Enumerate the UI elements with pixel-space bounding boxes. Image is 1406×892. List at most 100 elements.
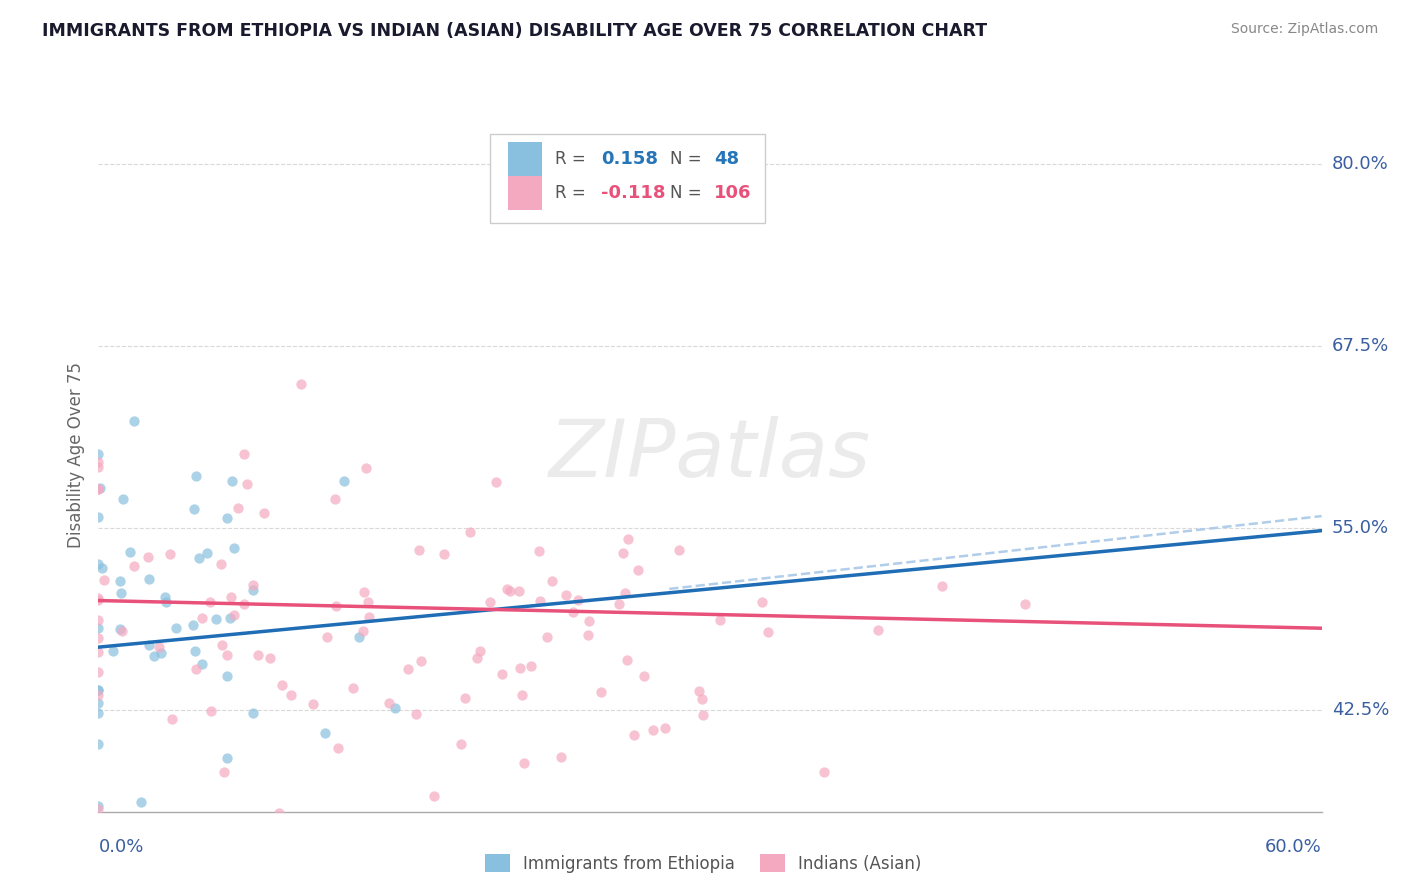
Point xyxy=(233,447,256,461)
Point xyxy=(866,623,889,637)
Point xyxy=(242,578,264,592)
Point xyxy=(242,583,264,598)
Point xyxy=(520,659,543,673)
Point xyxy=(688,683,710,698)
Point xyxy=(184,644,207,658)
Point xyxy=(408,542,430,557)
Point xyxy=(87,798,110,813)
Text: 55.0%: 55.0% xyxy=(1331,519,1389,537)
Point xyxy=(222,607,245,622)
Point xyxy=(359,610,381,624)
Point xyxy=(314,726,336,740)
Point xyxy=(108,623,131,637)
Point xyxy=(122,559,145,574)
Point xyxy=(479,595,502,609)
Point xyxy=(165,621,187,635)
Text: IMMIGRANTS FROM ETHIOPIA VS INDIAN (ASIAN) DISABILITY AGE OVER 75 CORRELATION CH: IMMIGRANTS FROM ETHIOPIA VS INDIAN (ASIA… xyxy=(42,22,987,40)
Point xyxy=(485,475,508,489)
Point xyxy=(633,669,655,683)
Point xyxy=(589,684,612,698)
Point xyxy=(654,721,676,735)
Point xyxy=(396,662,419,676)
Point xyxy=(253,506,276,520)
Text: 0.158: 0.158 xyxy=(602,150,658,168)
Text: 42.5%: 42.5% xyxy=(1331,701,1389,719)
Point xyxy=(323,491,346,506)
Point xyxy=(87,682,110,697)
Point xyxy=(111,624,134,639)
Point xyxy=(191,610,214,624)
Point xyxy=(352,624,374,638)
Point xyxy=(87,455,110,469)
Point xyxy=(217,648,239,662)
Point xyxy=(405,706,427,721)
Point xyxy=(508,583,530,598)
Point xyxy=(377,696,399,710)
Point xyxy=(491,667,513,681)
Text: R =: R = xyxy=(555,184,591,202)
Point xyxy=(87,696,110,710)
Point xyxy=(148,640,170,654)
Point xyxy=(607,597,630,611)
Point xyxy=(315,630,337,644)
Point xyxy=(468,644,491,658)
Point xyxy=(433,547,456,561)
Point xyxy=(87,802,110,816)
Y-axis label: Disability Age Over 75: Disability Age Over 75 xyxy=(67,362,86,548)
Point xyxy=(460,525,482,540)
Point xyxy=(499,583,522,598)
Point xyxy=(641,723,664,737)
Point xyxy=(198,595,221,609)
Point xyxy=(226,501,249,516)
Point xyxy=(87,688,110,702)
Point xyxy=(129,795,152,809)
Point xyxy=(138,885,160,892)
Point xyxy=(87,645,110,659)
Point xyxy=(555,587,578,601)
Legend: Immigrants from Ethiopia, Indians (Asian): Immigrants from Ethiopia, Indians (Asian… xyxy=(478,847,928,880)
Point xyxy=(512,688,534,702)
Point xyxy=(219,611,242,625)
Point xyxy=(103,644,125,658)
Point xyxy=(567,593,589,607)
Point xyxy=(181,617,204,632)
Point xyxy=(110,574,132,589)
Point xyxy=(357,595,380,609)
Point xyxy=(221,474,243,488)
Point xyxy=(190,657,212,672)
Text: ZIPatlas: ZIPatlas xyxy=(548,416,872,494)
Point xyxy=(280,689,302,703)
Point xyxy=(89,481,111,495)
Point xyxy=(87,592,110,607)
Point xyxy=(183,501,205,516)
Point xyxy=(209,557,232,571)
Point xyxy=(138,638,160,652)
Point xyxy=(159,547,181,561)
Point xyxy=(195,546,218,560)
Point xyxy=(87,632,110,646)
Point xyxy=(325,599,347,613)
Bar xyxy=(508,176,543,211)
Text: N =: N = xyxy=(669,150,707,168)
Point xyxy=(212,764,235,779)
Point xyxy=(541,574,564,588)
Point xyxy=(87,460,110,475)
Point xyxy=(302,698,325,712)
Point xyxy=(450,737,472,751)
Point xyxy=(205,611,228,625)
Point xyxy=(623,728,645,742)
Point xyxy=(813,765,835,780)
Point xyxy=(87,683,110,698)
Point xyxy=(751,595,773,609)
Text: 0.0%: 0.0% xyxy=(98,838,143,856)
Point xyxy=(112,491,135,506)
Point xyxy=(87,591,110,605)
Point xyxy=(271,678,294,692)
Point xyxy=(384,701,406,715)
Point xyxy=(454,690,477,705)
Point xyxy=(326,740,349,755)
Point xyxy=(87,483,110,497)
Point xyxy=(138,550,160,565)
Point xyxy=(709,613,731,627)
Point xyxy=(87,613,110,627)
